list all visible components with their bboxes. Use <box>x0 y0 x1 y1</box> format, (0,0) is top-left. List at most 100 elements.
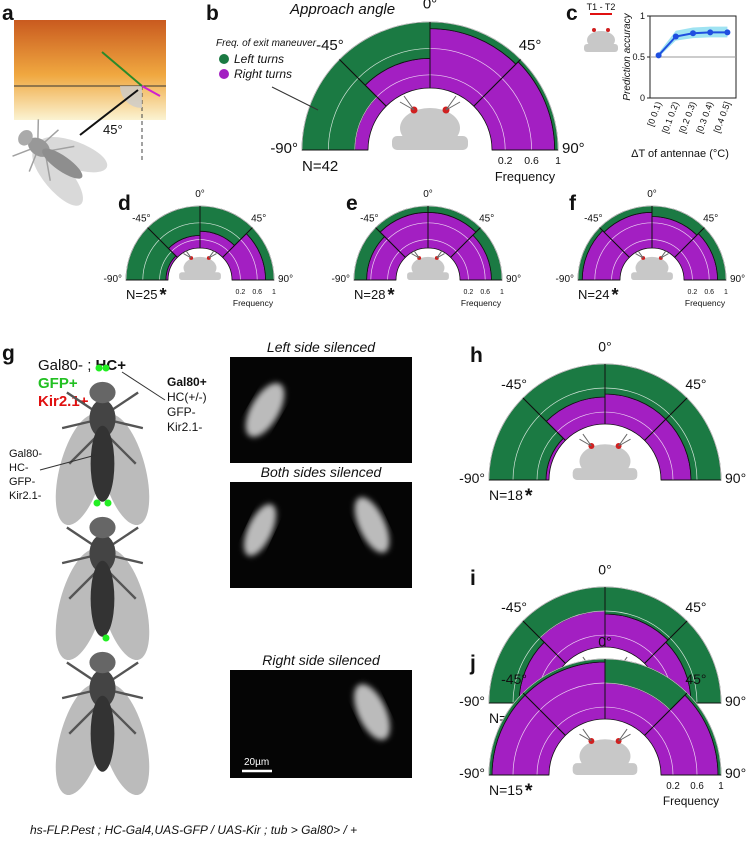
angle-tick <box>375 227 406 258</box>
angle-label: -90° <box>459 765 485 781</box>
panel-label: e <box>346 192 358 215</box>
legend-label: Left turns <box>234 52 284 66</box>
fly-label: Kir2.1- <box>167 420 202 434</box>
r-axis-label: Frequency <box>495 169 556 184</box>
fly-label: Gal80- <box>9 448 42 460</box>
r-tick-label: 1 <box>718 781 723 792</box>
data-point <box>690 30 696 37</box>
fly-label: GFP- <box>9 476 36 488</box>
x-tick-label: [0 0.1) <box>645 100 663 127</box>
significance: * <box>525 485 533 507</box>
angle-label: 90° <box>562 140 585 157</box>
angle-label: 45° <box>685 376 706 392</box>
legend-marker <box>219 69 229 79</box>
legend-label: Right turns <box>234 67 292 81</box>
angle-label: -45° <box>360 213 378 224</box>
arista <box>183 250 217 259</box>
arista <box>579 433 631 447</box>
panel-a: a 45° <box>0 2 166 219</box>
arista <box>411 250 445 259</box>
panel-label: g <box>2 342 15 365</box>
legend-marker <box>219 54 229 64</box>
genotype-footer: hs-FLP.Pest ; HC-Gal4,UAS-GFP / UAS-Kir … <box>30 823 357 837</box>
angle-label: -45° <box>584 213 602 224</box>
fly-drawing <box>55 515 150 667</box>
fly-drawing <box>55 650 150 802</box>
angle-label: -45° <box>132 213 150 224</box>
angle-tick <box>599 227 630 258</box>
r-tick-label: 1 <box>724 289 728 296</box>
angle-label: 45° <box>479 213 494 224</box>
neuron-signal <box>243 504 277 556</box>
angle-label: -90° <box>104 274 122 285</box>
data-point <box>672 33 679 40</box>
y-tick-label: 0 <box>640 93 645 103</box>
image-title: Left side silenced <box>267 339 376 355</box>
head-icon <box>179 272 221 280</box>
angle-tick <box>147 227 178 258</box>
r-tick-label: 0.2 <box>236 289 246 296</box>
pointer <box>39 454 97 471</box>
angle-tick <box>339 59 387 107</box>
fly-label: Gal80+ <box>167 375 207 389</box>
r-tick-label: 1 <box>500 289 504 296</box>
fly-drawing <box>0 103 119 219</box>
chart-title: Approach angle <box>289 1 395 18</box>
r-tick-label: 1 <box>555 155 561 167</box>
fly-label: HC(+/-) <box>167 390 207 404</box>
significance: * <box>387 285 395 305</box>
r-tick-label: 0.6 <box>704 289 714 296</box>
panel-label: j <box>469 652 476 675</box>
antenna <box>592 28 596 32</box>
r-axis-label: Frequency <box>663 794 719 808</box>
significance: * <box>525 780 533 802</box>
x-axis-label: ΔT of antennae (°C) <box>631 148 729 160</box>
angle-label: 45° <box>685 671 706 687</box>
neuron-signal <box>354 684 390 740</box>
n-label: N=24 <box>578 287 609 302</box>
n-label: N=15 <box>489 782 523 798</box>
panel-label: d <box>118 192 131 215</box>
angle-label: 90° <box>278 274 293 285</box>
right-arrow <box>141 85 161 97</box>
r-tick-label: 0.6 <box>480 289 490 296</box>
angle-label: 0° <box>423 189 433 200</box>
angle-label: 0° <box>195 189 205 200</box>
angle-label: 45° <box>685 599 706 615</box>
angle-label: 90° <box>506 274 521 285</box>
n-label: N=42 <box>302 158 338 175</box>
angle-label: 0° <box>423 0 437 13</box>
angle-label: 45° <box>103 122 123 137</box>
angle-label: -45° <box>501 671 527 687</box>
legend-pointer <box>271 86 319 111</box>
significance: * <box>611 285 619 305</box>
sky-gradient <box>14 20 166 120</box>
x-tick-label: [0.4 0.5] <box>712 100 733 134</box>
charts: 0.2 0.6 1 -90° -45° 0° 45° 90° b Approach angle Fr… <box>104 0 747 808</box>
gfp-dot <box>102 364 110 372</box>
head-icon <box>392 136 468 150</box>
scale-bar-label: 20µm <box>244 757 269 768</box>
arista <box>635 250 669 259</box>
angle-label: -90° <box>270 140 298 157</box>
gfp-dot <box>95 364 103 372</box>
r-tick-label: 0.2 <box>666 781 680 792</box>
r-tick-label: 1 <box>272 289 276 296</box>
inset-label: T1 - T2 <box>587 2 616 12</box>
angle-tick <box>222 227 253 258</box>
gfp-dot <box>93 499 101 507</box>
arista <box>399 95 461 111</box>
left-arrow <box>101 51 143 87</box>
fly-label: HC- <box>9 462 29 474</box>
panel-label: a <box>2 2 14 25</box>
angle-tick <box>644 397 688 441</box>
neuron-signal <box>354 497 390 553</box>
panel-label: b <box>206 2 219 25</box>
neuron-signal <box>245 383 285 437</box>
r-tick-label: 0.6 <box>690 781 704 792</box>
head-icon <box>407 272 449 280</box>
angle-label: -90° <box>459 693 485 709</box>
r-axis-label: Frequency <box>685 298 726 308</box>
r-tick-label: 0.2 <box>464 289 474 296</box>
